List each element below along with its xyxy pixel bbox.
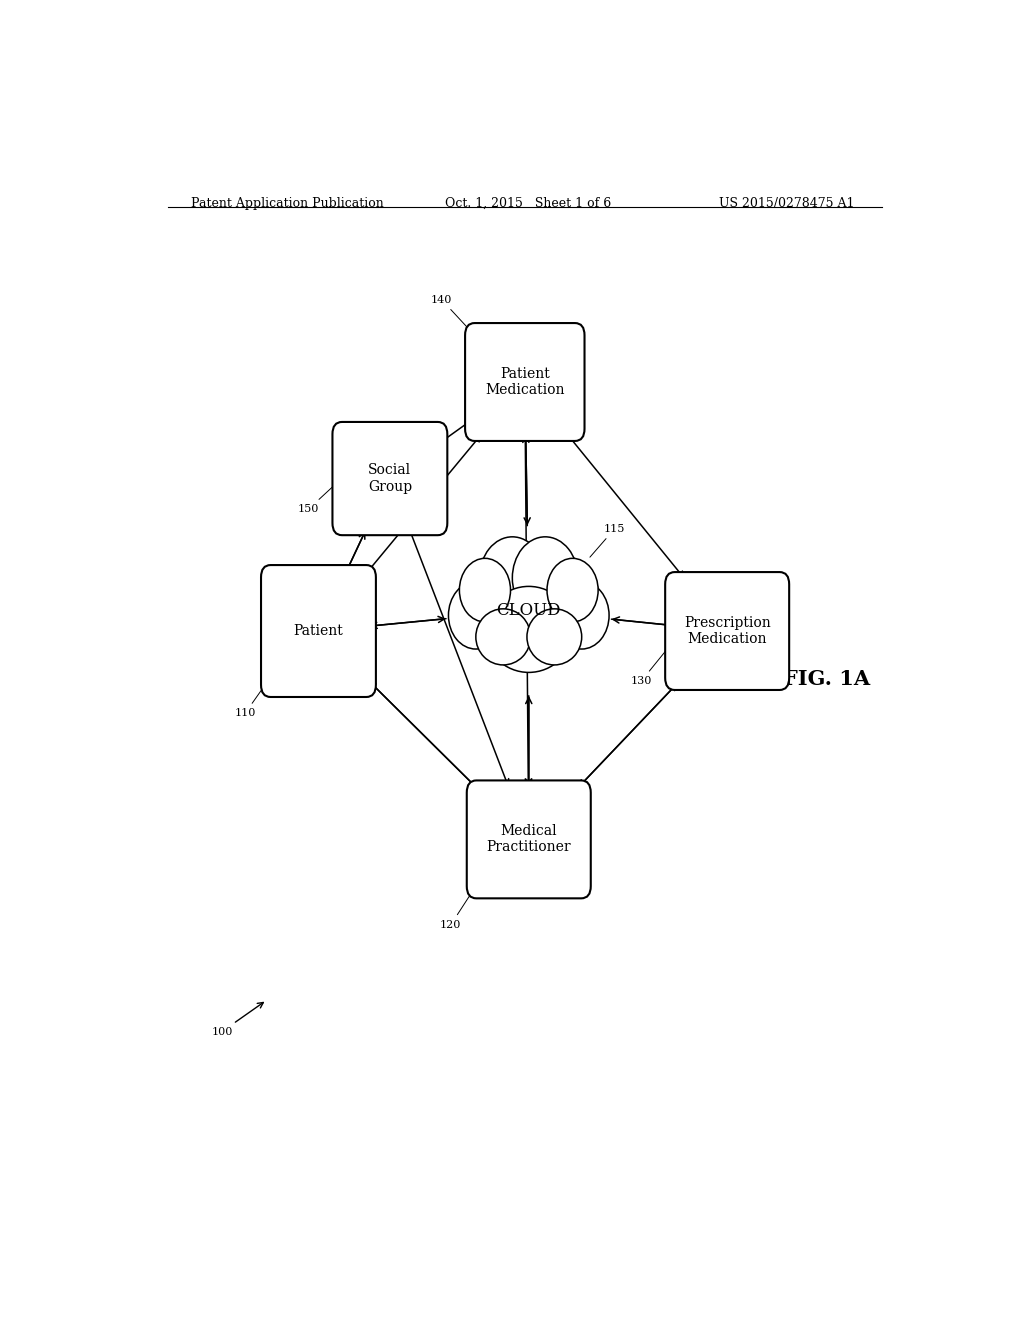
- Text: Medical
Practitioner: Medical Practitioner: [486, 824, 571, 854]
- FancyBboxPatch shape: [333, 422, 447, 535]
- Ellipse shape: [527, 609, 582, 665]
- Ellipse shape: [485, 586, 572, 672]
- Ellipse shape: [554, 582, 609, 649]
- Ellipse shape: [479, 537, 545, 619]
- Ellipse shape: [449, 582, 503, 649]
- FancyBboxPatch shape: [467, 780, 591, 899]
- Ellipse shape: [458, 557, 530, 649]
- Text: Social
Group: Social Group: [368, 463, 412, 494]
- Text: Prescription
Medication: Prescription Medication: [684, 616, 770, 645]
- Ellipse shape: [547, 558, 598, 622]
- FancyBboxPatch shape: [666, 572, 790, 690]
- Ellipse shape: [476, 609, 530, 665]
- Text: 110: 110: [234, 680, 268, 718]
- Text: 150: 150: [298, 480, 340, 513]
- Text: 115: 115: [590, 524, 626, 557]
- Text: 130: 130: [631, 643, 673, 686]
- Text: US 2015/0278475 A1: US 2015/0278475 A1: [719, 197, 855, 210]
- Text: FIG. 1A: FIG. 1A: [782, 669, 869, 689]
- FancyBboxPatch shape: [261, 565, 376, 697]
- FancyBboxPatch shape: [465, 323, 585, 441]
- Text: 120: 120: [440, 888, 474, 929]
- Text: Patient
Medication: Patient Medication: [485, 367, 564, 397]
- Ellipse shape: [512, 537, 579, 619]
- Text: 100: 100: [211, 1002, 263, 1036]
- Text: Patient: Patient: [294, 624, 343, 638]
- Text: Patent Application Publication: Patent Application Publication: [191, 197, 384, 210]
- Text: 140: 140: [431, 294, 473, 333]
- Ellipse shape: [527, 557, 600, 649]
- Ellipse shape: [460, 558, 511, 622]
- Ellipse shape: [478, 548, 579, 664]
- Text: CLOUD: CLOUD: [497, 602, 561, 619]
- Text: Oct. 1, 2015   Sheet 1 of 6: Oct. 1, 2015 Sheet 1 of 6: [445, 197, 611, 210]
